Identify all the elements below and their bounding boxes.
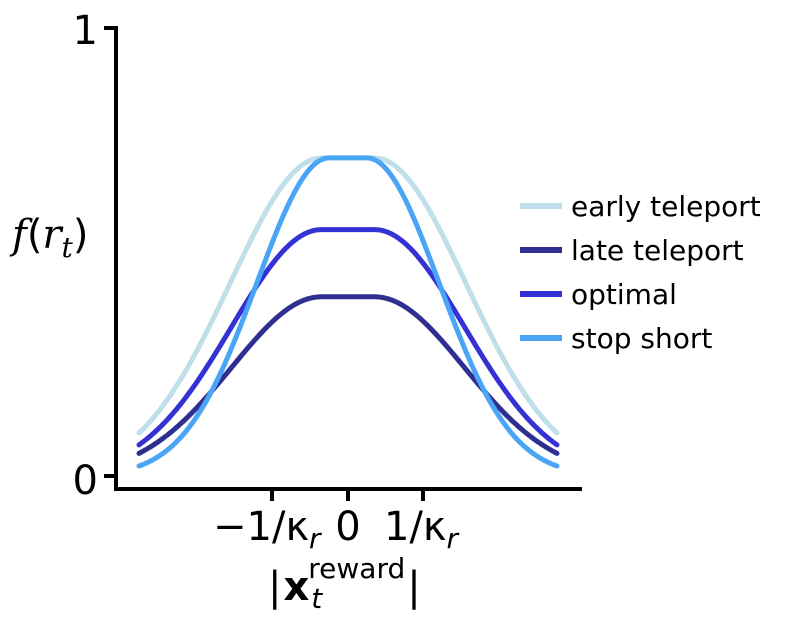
series-line-stop-short — [136, 155, 560, 469]
legend: early teleport late teleport optimal stop s… — [520, 190, 761, 355]
legend-label-late-teleport: late teleport — [571, 234, 744, 267]
series-lines — [136, 155, 560, 469]
legend-label-stop-short: stop short — [571, 322, 712, 355]
y-axis-label: f(rt) — [9, 212, 88, 264]
x-tick-label-plus: 1/κr — [384, 504, 460, 555]
x-axis-label: |xtreward| — [268, 552, 421, 615]
x-tick-label-zero: 0 — [335, 504, 360, 550]
y-tick-label-0: 0 — [73, 458, 98, 504]
series-line-optimal — [136, 227, 560, 448]
legend-label-early-teleport: early teleport — [571, 190, 761, 223]
legend-label-optimal: optimal — [571, 278, 677, 311]
x-tick-label-minus: −1/κr — [213, 504, 322, 555]
y-tick-label-1: 1 — [73, 8, 98, 54]
